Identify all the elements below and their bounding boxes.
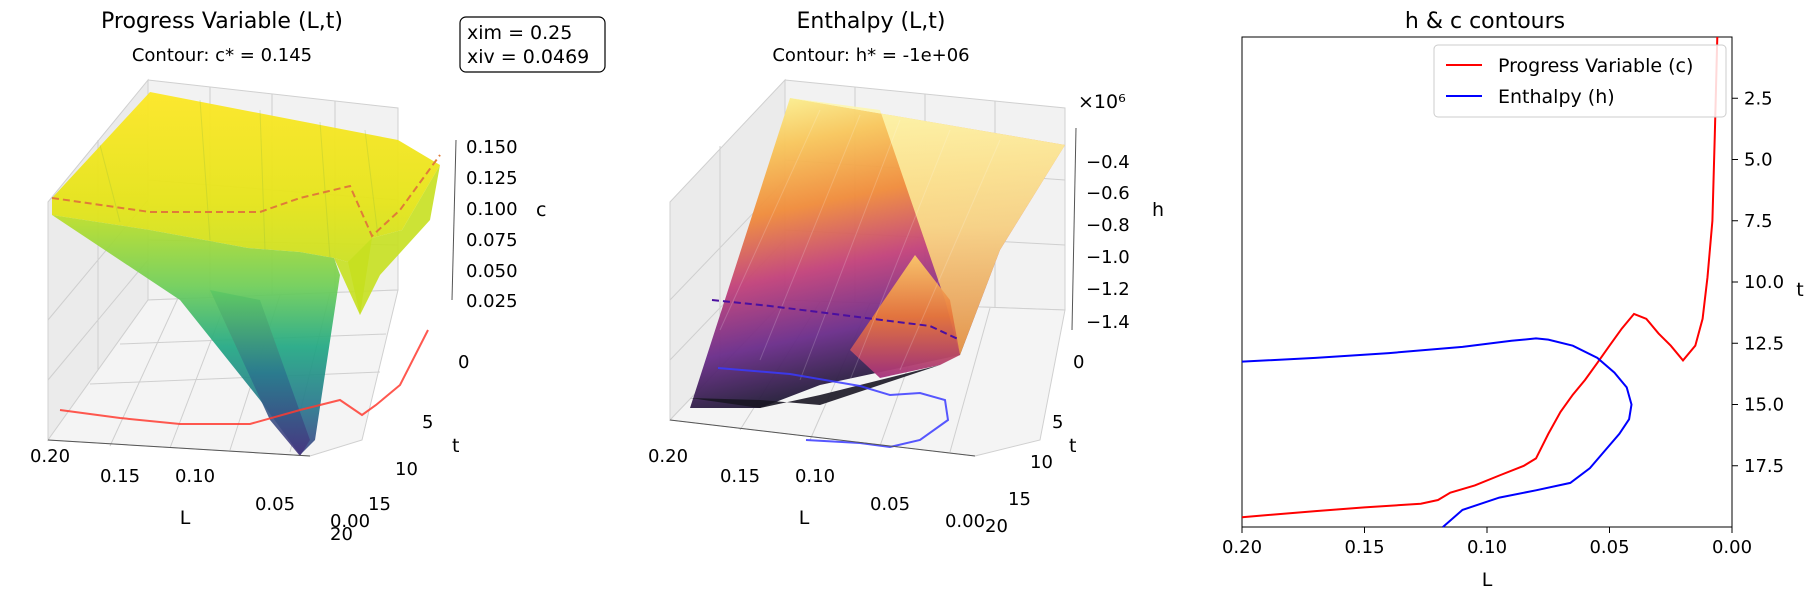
chart3-ytick-6: 17.5 xyxy=(1744,456,1784,477)
panel-contours: h & c contours 0.20 0.15 0.10 0.05 0.00 2.5 5… xyxy=(1222,9,1804,591)
chart1-ytick-0: 0 xyxy=(458,352,469,373)
chart3-legend: Progress Variable (c) Enthalpy (h) xyxy=(1433,44,1727,118)
chart2-surface-mesh xyxy=(719,109,1001,381)
chart1-surface-right-flank xyxy=(334,165,440,315)
chart1-ztick-2: 0.075 xyxy=(466,230,518,251)
chart2-xlabel: L xyxy=(799,507,810,529)
chart1-xtick-3: 0.05 xyxy=(255,494,295,515)
chart2-z-multiplier: ×10⁶ xyxy=(1078,91,1126,113)
chart1-xtick-0: 0.20 xyxy=(30,446,70,467)
chart1-surface-plateau xyxy=(52,92,440,315)
chart2-xtick-2: 0.10 xyxy=(795,466,835,487)
chart2-ztick-2: −0.8 xyxy=(1086,215,1130,236)
chart3-xtick-4: 0.00 xyxy=(1712,537,1752,558)
chart3-ytick-4: 12.5 xyxy=(1744,333,1784,354)
chart2-contour-floor xyxy=(717,367,950,449)
chart2-z-axis xyxy=(1071,127,1077,331)
chart1-ytick-3: 15 xyxy=(368,494,391,515)
chart3-ytick-5: 15.0 xyxy=(1744,395,1784,416)
chart1-subtitle: Contour: c* = 0.145 xyxy=(132,45,312,66)
chart1-contour-floor xyxy=(59,329,429,425)
chart3-ytick-3: 10.0 xyxy=(1744,272,1784,293)
panel-progress-variable: Progress Variable (L,t) Contour: c* = 0.… xyxy=(30,9,606,545)
chart3-xtick-0: 0.20 xyxy=(1222,537,1262,558)
chart2-x-axis xyxy=(669,419,976,457)
chart1-z-axis xyxy=(451,139,457,301)
chart2-ytick-0: 0 xyxy=(1073,352,1084,373)
chart1-title: Progress Variable (L,t) xyxy=(101,9,343,34)
chart1-xtick-2: 0.10 xyxy=(175,466,215,487)
chart1-ztick-3: 0.100 xyxy=(466,199,518,220)
chart3-x-ticks: 0.20 0.15 0.10 0.05 0.00 xyxy=(1222,527,1752,558)
chart3-title: h & c contours xyxy=(1405,9,1565,34)
chart2-ztick-3: −1.0 xyxy=(1086,247,1130,268)
chart1-x-axis xyxy=(47,439,311,457)
chart2-ytick-4: 20 xyxy=(985,516,1008,537)
chart3-xtick-1: 0.15 xyxy=(1344,537,1384,558)
chart1-ytick-4: 20 xyxy=(330,524,353,545)
info-xim: xim = 0.25 xyxy=(467,22,572,44)
chart1-ytick-2: 10 xyxy=(395,459,418,480)
legend-label-c: Progress Variable (c) xyxy=(1498,55,1693,77)
legend-box xyxy=(1433,44,1727,118)
chart3-series-line-1 xyxy=(1241,337,1633,528)
chart1-ylabel: t xyxy=(452,435,459,457)
chart3-ytick-0: 2.5 xyxy=(1744,88,1773,109)
chart1-ztick-0: 0.025 xyxy=(466,291,518,312)
chart3-series xyxy=(1241,36,1719,528)
chart3-plot-area xyxy=(1241,36,1733,528)
chart2-ztick-1: −0.6 xyxy=(1086,183,1130,204)
chart2-surface-right xyxy=(790,98,1065,355)
chart2-ytick-3: 15 xyxy=(1008,489,1031,510)
chart3-ytick-2: 7.5 xyxy=(1744,211,1773,232)
chart2-xtick-4: 0.00 xyxy=(945,511,985,532)
chart2-xtick-0: 0.20 xyxy=(648,446,688,467)
chart3-xlabel: L xyxy=(1482,569,1493,591)
panel-enthalpy: Enthalpy (L,t) Contour: h* = -1e+06 0.20… xyxy=(648,9,1164,537)
chart2-xtick-1: 0.15 xyxy=(720,466,760,487)
chart1-ztick-1: 0.050 xyxy=(466,261,518,282)
chart1-ztick-5: 0.150 xyxy=(466,137,518,158)
chart2-ztick-4: −1.2 xyxy=(1086,279,1130,300)
chart1-ytick-1: 5 xyxy=(422,412,433,433)
chart1-zlabel: c xyxy=(536,199,546,221)
chart3-xtick-3: 0.05 xyxy=(1589,537,1629,558)
chart2-subtitle: Contour: h* = -1e+06 xyxy=(772,45,969,66)
chart1-xtick-1: 0.15 xyxy=(100,466,140,487)
chart1-ztick-4: 0.125 xyxy=(466,168,518,189)
chart2-ytick-2: 10 xyxy=(1030,452,1053,473)
chart2-ztick-5: −1.4 xyxy=(1086,312,1130,333)
chart3-ytick-1: 5.0 xyxy=(1744,150,1773,171)
info-box xyxy=(459,16,606,73)
chart2-xtick-3: 0.05 xyxy=(870,494,910,515)
chart2-surface-low xyxy=(690,365,940,408)
chart3-ylabel: t xyxy=(1796,279,1803,301)
chart2-ylabel: t xyxy=(1069,435,1076,457)
chart2-contour-dashed xyxy=(711,299,961,341)
chart1-surface-mesh xyxy=(99,99,379,259)
chart1-xtick-4: 0.00 xyxy=(330,511,370,532)
chart3-xtick-2: 0.10 xyxy=(1467,537,1507,558)
chart1-xlabel: L xyxy=(180,507,191,529)
chart1-contour-dashed xyxy=(51,154,441,238)
chart2-ztick-0: −0.4 xyxy=(1086,152,1130,173)
chart3-series-line-0 xyxy=(1241,36,1719,519)
chart2-ytick-1: 5 xyxy=(1052,412,1063,433)
chart2-title: Enthalpy (L,t) xyxy=(796,9,945,34)
chart3-y-ticks: 2.5 5.0 7.5 10.0 12.5 15.0 17.5 xyxy=(1732,88,1784,477)
info-xiv: xiv = 0.0469 xyxy=(467,46,589,68)
chart2-zlabel: h xyxy=(1152,199,1164,221)
legend-label-h: Enthalpy (h) xyxy=(1498,86,1615,108)
chart2-surface-ridge xyxy=(850,255,960,378)
